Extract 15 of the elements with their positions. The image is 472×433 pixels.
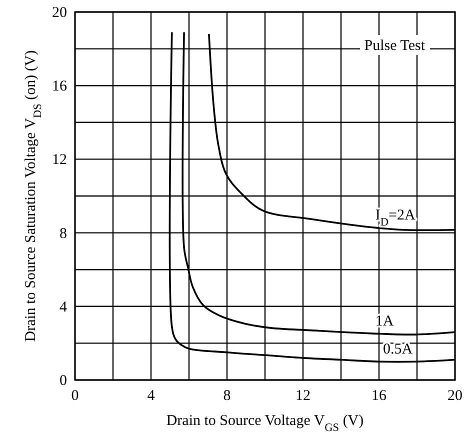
x-tick-label: 12 <box>296 388 310 404</box>
series-label: 0.5A <box>383 342 413 358</box>
y-tick-label: 16 <box>52 78 68 95</box>
annotation: Pulse Test <box>364 38 426 54</box>
y-tick-label: 12 <box>52 152 67 168</box>
x-tick-label: 16 <box>372 388 387 404</box>
x-tick-label: 0 <box>71 388 79 404</box>
x-tick-label: 4 <box>147 388 156 404</box>
y-tick-label: 20 <box>52 5 67 21</box>
y-tick-label: 8 <box>60 226 67 242</box>
y-tick-label: 4 <box>60 299 68 316</box>
x-tick-label: 8 <box>223 388 231 404</box>
y-tick-label: 0 <box>60 373 67 389</box>
x-axis-title: Drain to Source Voltage V$_{GS}$ (V) <box>166 413 364 433</box>
x-tick-label: 20 <box>448 388 462 404</box>
